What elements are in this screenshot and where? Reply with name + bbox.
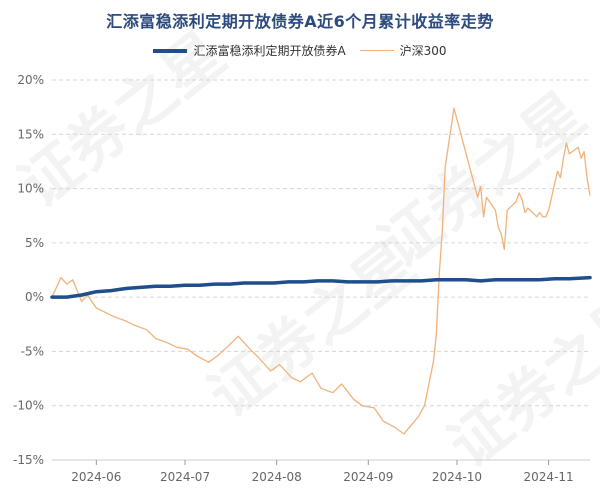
y-tick-label: -15% (13, 453, 44, 467)
watermark-text: 证券之星 (366, 79, 598, 282)
y-tick-label: 0% (25, 290, 44, 304)
x-tick-label: 2024-08 (252, 470, 302, 484)
x-tick-label: 2024-06 (71, 470, 121, 484)
y-tick-label: -10% (13, 399, 44, 413)
y-tick-label: 10% (17, 182, 44, 196)
legend-label-index: 沪深300 (399, 44, 447, 58)
y-axis-ticks: 20% 15% 10% 5% 0% -5% -10% -15% (13, 73, 44, 467)
y-tick-label: 15% (17, 127, 44, 141)
series-line-fund (50, 275, 592, 299)
x-tick-label: 2024-10 (432, 470, 482, 484)
y-tick-label: 5% (25, 236, 44, 250)
series-layer (50, 107, 592, 435)
x-axis-ticks: 2024-06 2024-07 2024-08 2024-09 2024-10 2024-… (52, 459, 590, 484)
legend-label-fund: 汇添富稳添利定期开放债券A (193, 44, 346, 58)
watermark-text: 证券之星 (436, 279, 600, 482)
x-tick-label: 2024-09 (343, 470, 393, 484)
y-tick-label: 20% (17, 73, 44, 87)
y-tick-label: -5% (21, 344, 44, 358)
legend-item-index[interactable]: 沪深300 (359, 42, 447, 59)
legend: 汇添富稳添利定期开放债券A 沪深300 (0, 42, 600, 59)
legend-swatch-index (359, 50, 394, 51)
legend-item-fund[interactable]: 汇添富稳添利定期开放债券A (153, 42, 346, 59)
x-tick-label: 2024-07 (160, 470, 210, 484)
series-line-index (51, 107, 591, 435)
chart-title: 汇添富稳添利定期开放债券A近6个月累计收益率走势 (106, 12, 494, 31)
x-tick-label: 2024-11 (524, 470, 574, 484)
legend-swatch-fund (153, 48, 188, 53)
watermark-layer: 证券之星证券之星证券之星证券之星 (6, 19, 600, 482)
